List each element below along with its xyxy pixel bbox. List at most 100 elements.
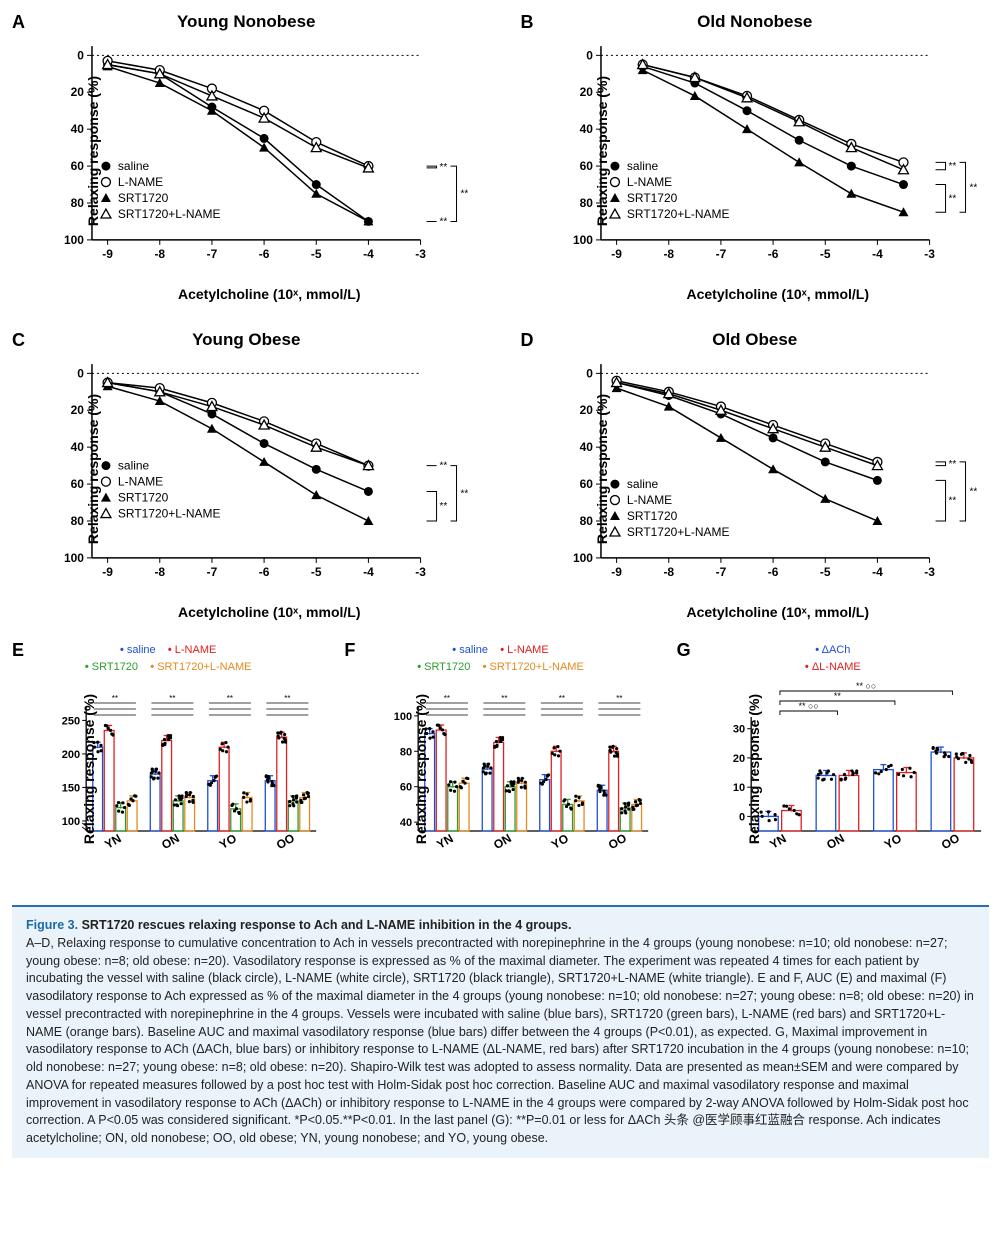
svg-text:-9: -9 [102, 565, 113, 579]
panel-C: C Young Obese Relaxing response (%) Acet… [12, 330, 481, 624]
svg-text:250: 250 [62, 715, 80, 727]
svg-text:60: 60 [579, 159, 593, 173]
svg-text:**: ** [948, 161, 956, 172]
svg-text:**: ** [948, 193, 956, 204]
svg-text:20: 20 [579, 403, 593, 417]
svg-text:**: ** [440, 162, 448, 173]
svg-text:-4: -4 [872, 247, 883, 261]
svg-text:80: 80 [71, 514, 85, 528]
chart-area: Relaxing response (%) Acetylcholine (10ˣ… [58, 354, 481, 584]
svg-text:**: ** [461, 189, 469, 200]
svg-text:-5: -5 [311, 247, 322, 261]
line-plot-D: 020406080100-9-8-7-6-5-4-3******salineL-… [567, 354, 990, 584]
svg-text:40: 40 [400, 817, 412, 829]
svg-text:60: 60 [71, 159, 85, 173]
y-axis-label: Relaxing response (%) [85, 76, 101, 226]
svg-text:**: ** [617, 694, 623, 703]
panel-D: D Old Obese Relaxing response (%) Acetyl… [521, 330, 990, 624]
svg-text:0: 0 [77, 48, 84, 62]
svg-text:0: 0 [586, 48, 593, 62]
line-panels-grid: A Young Nonobese Relaxing response (%) A… [12, 12, 989, 624]
svg-text:**: ** [948, 459, 956, 470]
svg-text:-6: -6 [767, 565, 778, 579]
svg-text:**: ** [440, 501, 448, 512]
svg-text:YO: YO [549, 831, 571, 852]
svg-text:YO: YO [882, 831, 904, 852]
svg-text:YN: YN [767, 831, 788, 851]
svg-text:100: 100 [64, 551, 84, 565]
svg-text:SRT1720+L-NAME: SRT1720+L-NAME [118, 207, 221, 221]
chart-area: Relaxing response (%) Acetylcholine (10ˣ… [567, 36, 990, 266]
svg-text:OO: OO [938, 831, 961, 852]
bar-legend-G: • ΔACh• ΔL-NAME [677, 642, 989, 675]
svg-text:OO: OO [274, 831, 297, 852]
svg-text:YN: YN [102, 831, 123, 851]
line-plot-A: 020406080100-9-8-7-6-5-4-3******salineL-… [58, 36, 481, 266]
svg-text:0: 0 [77, 366, 84, 380]
chart-area: Relaxing response (%) Acetylcholine (10ˣ… [567, 354, 990, 584]
svg-text:**: ** [834, 691, 842, 701]
y-axis-label: Relaxing response (%) [594, 394, 610, 544]
svg-text:60: 60 [579, 477, 593, 491]
x-axis-label: Acetylcholine (10ˣ, mmol/L) [687, 604, 870, 620]
svg-text:L-NAME: L-NAME [626, 493, 671, 507]
panel-title: Old Obese [521, 330, 990, 350]
panel-G: G • ΔACh• ΔL-NAME Relaxing response (%) … [677, 640, 989, 889]
svg-text:20: 20 [71, 85, 85, 99]
y-axis-label: Relaxing response (%) [85, 394, 101, 544]
svg-text:-9: -9 [611, 247, 622, 261]
svg-text:-4: -4 [363, 247, 374, 261]
svg-text:saline: saline [118, 459, 150, 473]
panel-A: A Young Nonobese Relaxing response (%) A… [12, 12, 481, 306]
svg-text:10: 10 [733, 782, 745, 794]
panel-title: Young Nonobese [12, 12, 481, 32]
svg-text:SRT1720+L-NAME: SRT1720+L-NAME [626, 207, 729, 221]
svg-text:L-NAME: L-NAME [118, 475, 163, 489]
panel-label: C [12, 330, 25, 351]
chart-area: Relaxing response (%) 406080100**YN**ON*… [386, 679, 656, 859]
svg-text:30: 30 [733, 724, 745, 736]
svg-text:150: 150 [62, 782, 80, 794]
svg-text:40: 40 [579, 440, 593, 454]
svg-text:40: 40 [71, 122, 85, 136]
svg-text:-8: -8 [154, 247, 165, 261]
panel-label: G [677, 640, 691, 661]
svg-text:-5: -5 [311, 565, 322, 579]
svg-text:**: ** [284, 694, 290, 703]
figure-caption: Figure 3. SRT1720 rescues relaxing respo… [12, 905, 989, 1158]
svg-text:-7: -7 [715, 247, 726, 261]
svg-text:L-NAME: L-NAME [118, 175, 163, 189]
svg-text:40: 40 [579, 122, 593, 136]
svg-text:**: ** [559, 694, 565, 703]
svg-text:0: 0 [586, 366, 593, 380]
svg-text:ON: ON [159, 831, 182, 852]
svg-text:100: 100 [572, 551, 592, 565]
svg-text:-3: -3 [415, 247, 426, 261]
svg-text:20: 20 [71, 403, 85, 417]
panel-label: D [521, 330, 534, 351]
svg-text:-3: -3 [415, 565, 426, 579]
svg-text:**: ** [440, 461, 448, 472]
svg-text:-4: -4 [872, 565, 883, 579]
svg-text:SRT1720: SRT1720 [626, 191, 677, 205]
svg-text:80: 80 [579, 196, 593, 210]
svg-text:-6: -6 [259, 565, 270, 579]
svg-text:-6: -6 [767, 247, 778, 261]
panel-F: F • saline • L-NAME• SRT1720 • SRT1720+L… [344, 640, 656, 889]
svg-text:20: 20 [733, 753, 745, 765]
svg-text:saline: saline [118, 159, 150, 173]
svg-text:-3: -3 [924, 247, 935, 261]
svg-text:**: ** [969, 486, 977, 497]
svg-text:**: ** [444, 694, 450, 703]
svg-text:saline: saline [626, 159, 658, 173]
y-axis-label: Relaxing response (%) [413, 694, 429, 844]
bar-legend-E: • saline • L-NAME• SRT1720 • SRT1720+L-N… [12, 642, 324, 675]
caption-body: A–D, Relaxing response to cumulative con… [26, 936, 974, 1145]
chart-area: Relaxing response (%) 0102030YNONYOOO** … [719, 679, 989, 859]
x-axis-label: Acetylcholine (10ˣ, mmol/L) [687, 286, 870, 302]
svg-text:YN: YN [435, 831, 456, 851]
svg-text:L-NAME: L-NAME [626, 175, 671, 189]
svg-text:SRT1720: SRT1720 [118, 191, 169, 205]
svg-text:SRT1720: SRT1720 [118, 491, 169, 505]
svg-text:80: 80 [400, 746, 412, 758]
